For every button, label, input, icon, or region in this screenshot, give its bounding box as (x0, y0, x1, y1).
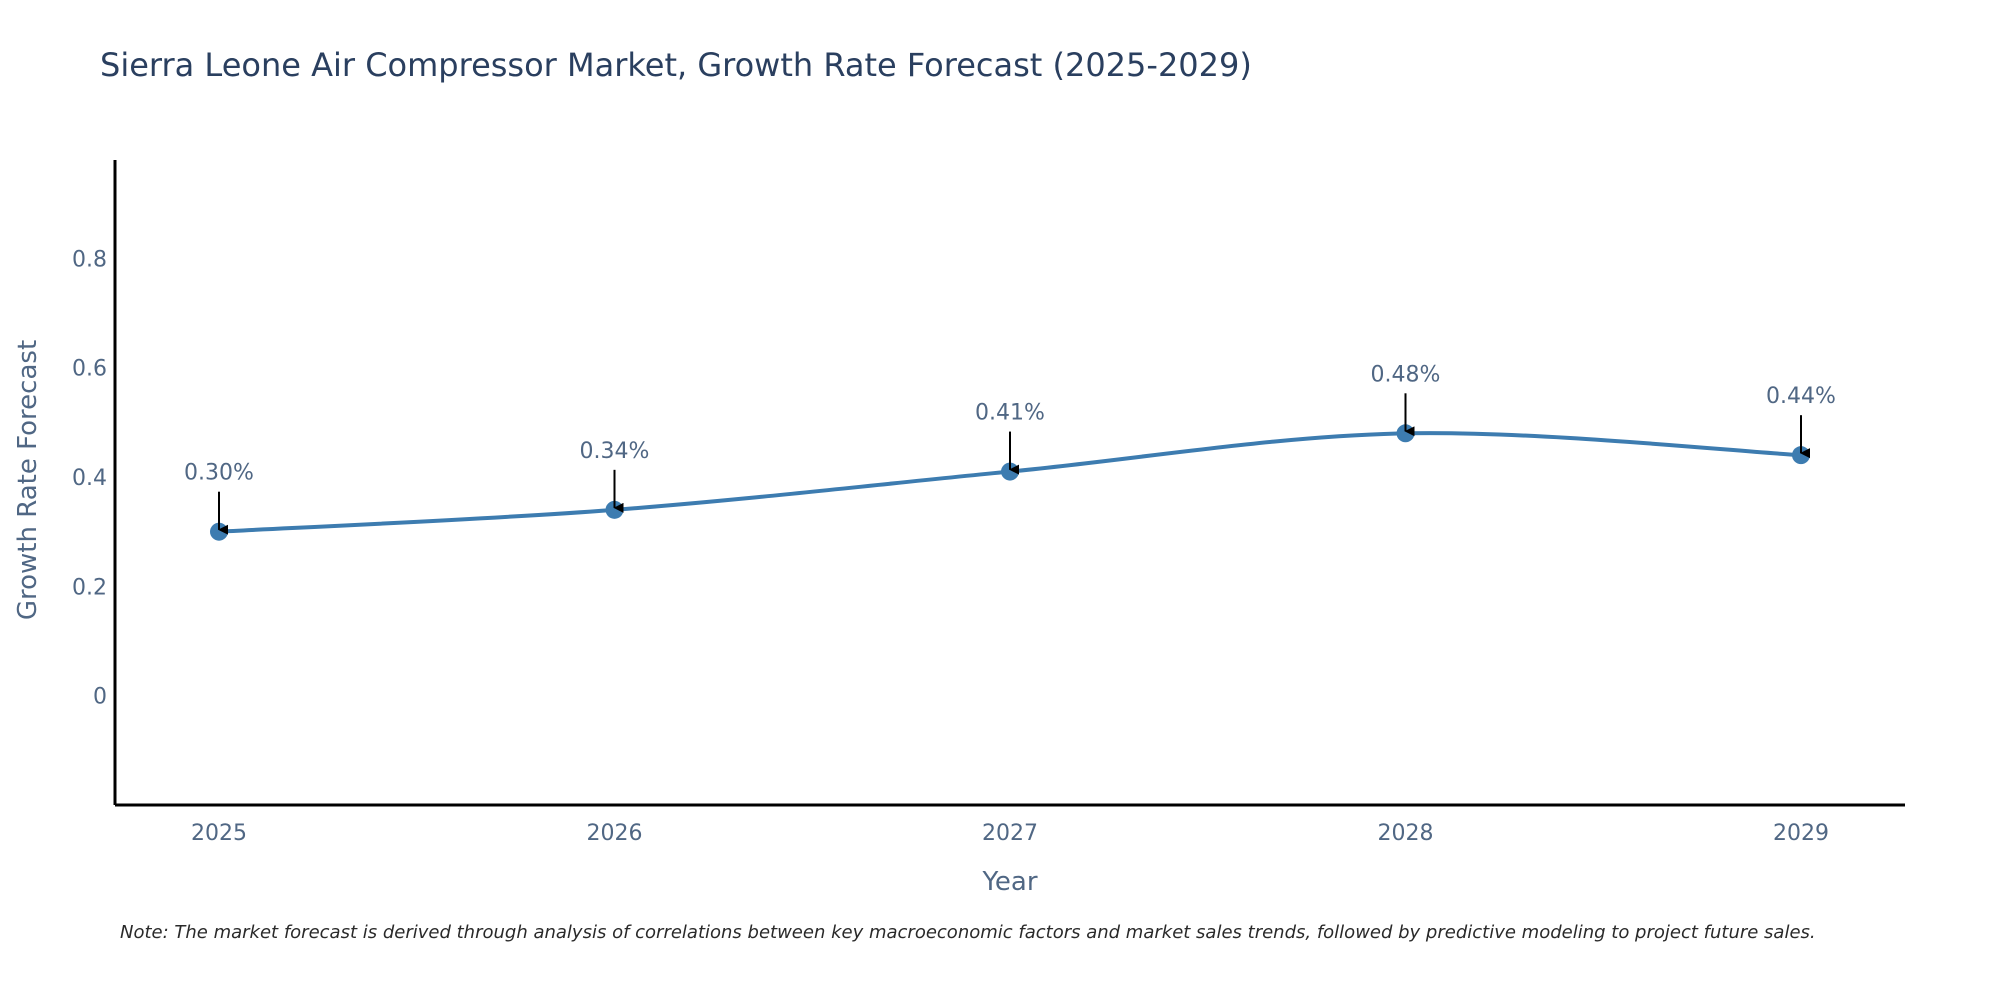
data-label: 0.48% (1371, 362, 1441, 387)
data-label: 0.44% (1766, 384, 1836, 409)
x-tick-label: 2029 (1773, 821, 1829, 846)
data-label: 0.30% (184, 461, 254, 486)
y-tick-label: 0.4 (72, 466, 107, 491)
x-tick-label: 2025 (191, 821, 247, 846)
x-tick-label: 2026 (587, 821, 643, 846)
x-tick-label: 2027 (982, 821, 1038, 846)
y-tick-label: 0.6 (72, 357, 107, 382)
data-label: 0.34% (580, 439, 650, 464)
y-tick-label: 0.2 (72, 575, 107, 600)
ticks-layer: 0 0.2 0.4 0.6 0.8 2025 2026 2027 2028 2029 (72, 247, 1829, 846)
x-tick-label: 2028 (1378, 821, 1434, 846)
annotation-layer: 0.30% 0.34% 0.41% 0.48% 0.44% (184, 362, 1836, 535)
x-axis-title: Year (981, 867, 1037, 897)
chart-note: Note: The market forecast is derived thr… (120, 922, 1816, 943)
y-tick-label: 0 (93, 685, 107, 710)
axes-layer (113, 160, 1905, 807)
chart-title: Sierra Leone Air Compressor Market, Grow… (100, 46, 1252, 84)
y-axis-title: Growth Rate Forecast (13, 340, 43, 620)
data-label: 0.41% (975, 401, 1045, 426)
y-tick-label: 0.8 (72, 247, 107, 272)
